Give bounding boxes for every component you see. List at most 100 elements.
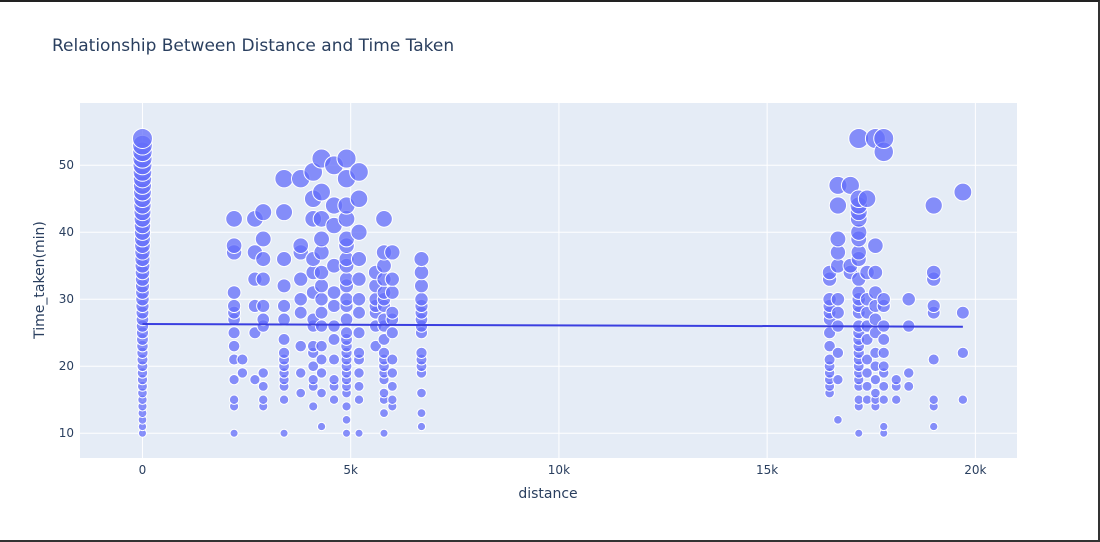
data-point[interactable] (953, 182, 973, 202)
data-point[interactable] (254, 203, 273, 222)
data-point[interactable] (929, 421, 939, 432)
data-point[interactable] (832, 374, 844, 386)
data-point[interactable] (384, 285, 400, 300)
data-point[interactable] (903, 380, 915, 392)
data-point[interactable] (857, 189, 877, 209)
data-point[interactable] (385, 326, 399, 340)
data-point[interactable] (314, 292, 329, 307)
data-point[interactable] (877, 360, 890, 373)
data-point[interactable] (878, 380, 890, 392)
data-point[interactable] (861, 367, 873, 379)
data-point[interactable] (228, 374, 240, 386)
data-point[interactable] (292, 237, 310, 254)
data-point[interactable] (830, 305, 845, 320)
data-point[interactable] (275, 203, 294, 222)
data-point[interactable] (377, 346, 391, 359)
data-point[interactable] (249, 374, 261, 386)
data-point[interactable] (257, 367, 269, 379)
data-point[interactable] (255, 271, 271, 287)
data-point[interactable] (830, 292, 846, 307)
data-point[interactable] (413, 264, 430, 281)
data-point[interactable] (416, 408, 427, 419)
data-point[interactable] (258, 394, 269, 405)
data-point[interactable] (349, 162, 369, 182)
data-point[interactable] (870, 387, 881, 399)
data-point[interactable] (413, 251, 430, 268)
data-point[interactable] (828, 196, 848, 215)
data-point[interactable] (277, 346, 291, 359)
data-point[interactable] (926, 298, 941, 314)
data-point[interactable] (386, 367, 399, 379)
data-point[interactable] (225, 210, 243, 228)
data-point[interactable] (416, 387, 427, 399)
data-point[interactable] (878, 394, 889, 405)
data-point[interactable] (276, 278, 292, 294)
data-point[interactable] (869, 374, 881, 386)
data-point[interactable] (316, 387, 327, 399)
data-point[interactable] (925, 264, 942, 281)
data-point[interactable] (956, 346, 970, 359)
data-point[interactable] (255, 251, 272, 268)
data-point[interactable] (314, 305, 329, 320)
data-point[interactable] (840, 175, 860, 195)
data-point[interactable] (228, 394, 240, 405)
data-point[interactable] (955, 305, 970, 320)
data-point[interactable] (876, 292, 891, 307)
data-point[interactable] (225, 237, 243, 254)
data-point[interactable] (327, 319, 341, 333)
data-point[interactable] (229, 428, 239, 438)
data-point[interactable] (315, 353, 328, 366)
data-point[interactable] (890, 374, 902, 386)
data-point[interactable] (927, 353, 940, 366)
data-point[interactable] (226, 298, 242, 314)
data-point[interactable] (351, 271, 367, 287)
data-point[interactable] (326, 298, 342, 314)
data-point[interactable] (341, 401, 352, 412)
data-point[interactable] (276, 298, 292, 314)
data-point[interactable] (131, 128, 153, 149)
data-point[interactable] (312, 182, 331, 202)
data-point[interactable] (877, 333, 891, 346)
data-point[interactable] (227, 339, 241, 353)
data-point[interactable] (353, 380, 365, 392)
data-point[interactable] (295, 387, 307, 399)
data-point[interactable] (328, 374, 340, 386)
data-point[interactable] (227, 326, 241, 340)
data-point[interactable] (276, 251, 293, 268)
data-point[interactable] (336, 148, 357, 169)
data-point[interactable] (236, 353, 249, 366)
data-point[interactable] (327, 333, 341, 346)
data-point[interactable] (313, 230, 330, 248)
data-point[interactable] (339, 292, 354, 307)
data-point[interactable] (416, 421, 427, 432)
data-point[interactable] (352, 326, 366, 340)
data-point[interactable] (254, 230, 272, 248)
data-point[interactable] (350, 251, 368, 268)
data-point[interactable] (293, 292, 308, 307)
data-point[interactable] (293, 271, 309, 287)
data-point[interactable] (349, 189, 369, 209)
data-point[interactable] (314, 278, 330, 294)
data-point[interactable] (413, 278, 429, 294)
data-point[interactable] (313, 264, 330, 281)
data-point[interactable] (294, 339, 307, 353)
data-point[interactable] (901, 292, 916, 307)
data-point[interactable] (353, 367, 365, 379)
data-point[interactable] (823, 339, 836, 353)
data-point[interactable] (376, 257, 392, 274)
data-point[interactable] (379, 428, 389, 438)
data-point[interactable] (861, 380, 873, 392)
data-point[interactable] (879, 421, 889, 432)
data-point[interactable] (867, 237, 884, 254)
data-point[interactable] (385, 305, 400, 320)
data-point[interactable] (384, 271, 400, 287)
data-point[interactable] (314, 319, 329, 333)
data-point[interactable] (877, 346, 890, 359)
data-point[interactable] (861, 353, 874, 366)
data-point[interactable] (924, 196, 943, 215)
data-point[interactable] (315, 367, 328, 379)
data-point[interactable] (328, 394, 340, 405)
data-point[interactable] (308, 401, 319, 412)
data-point[interactable] (257, 380, 269, 392)
